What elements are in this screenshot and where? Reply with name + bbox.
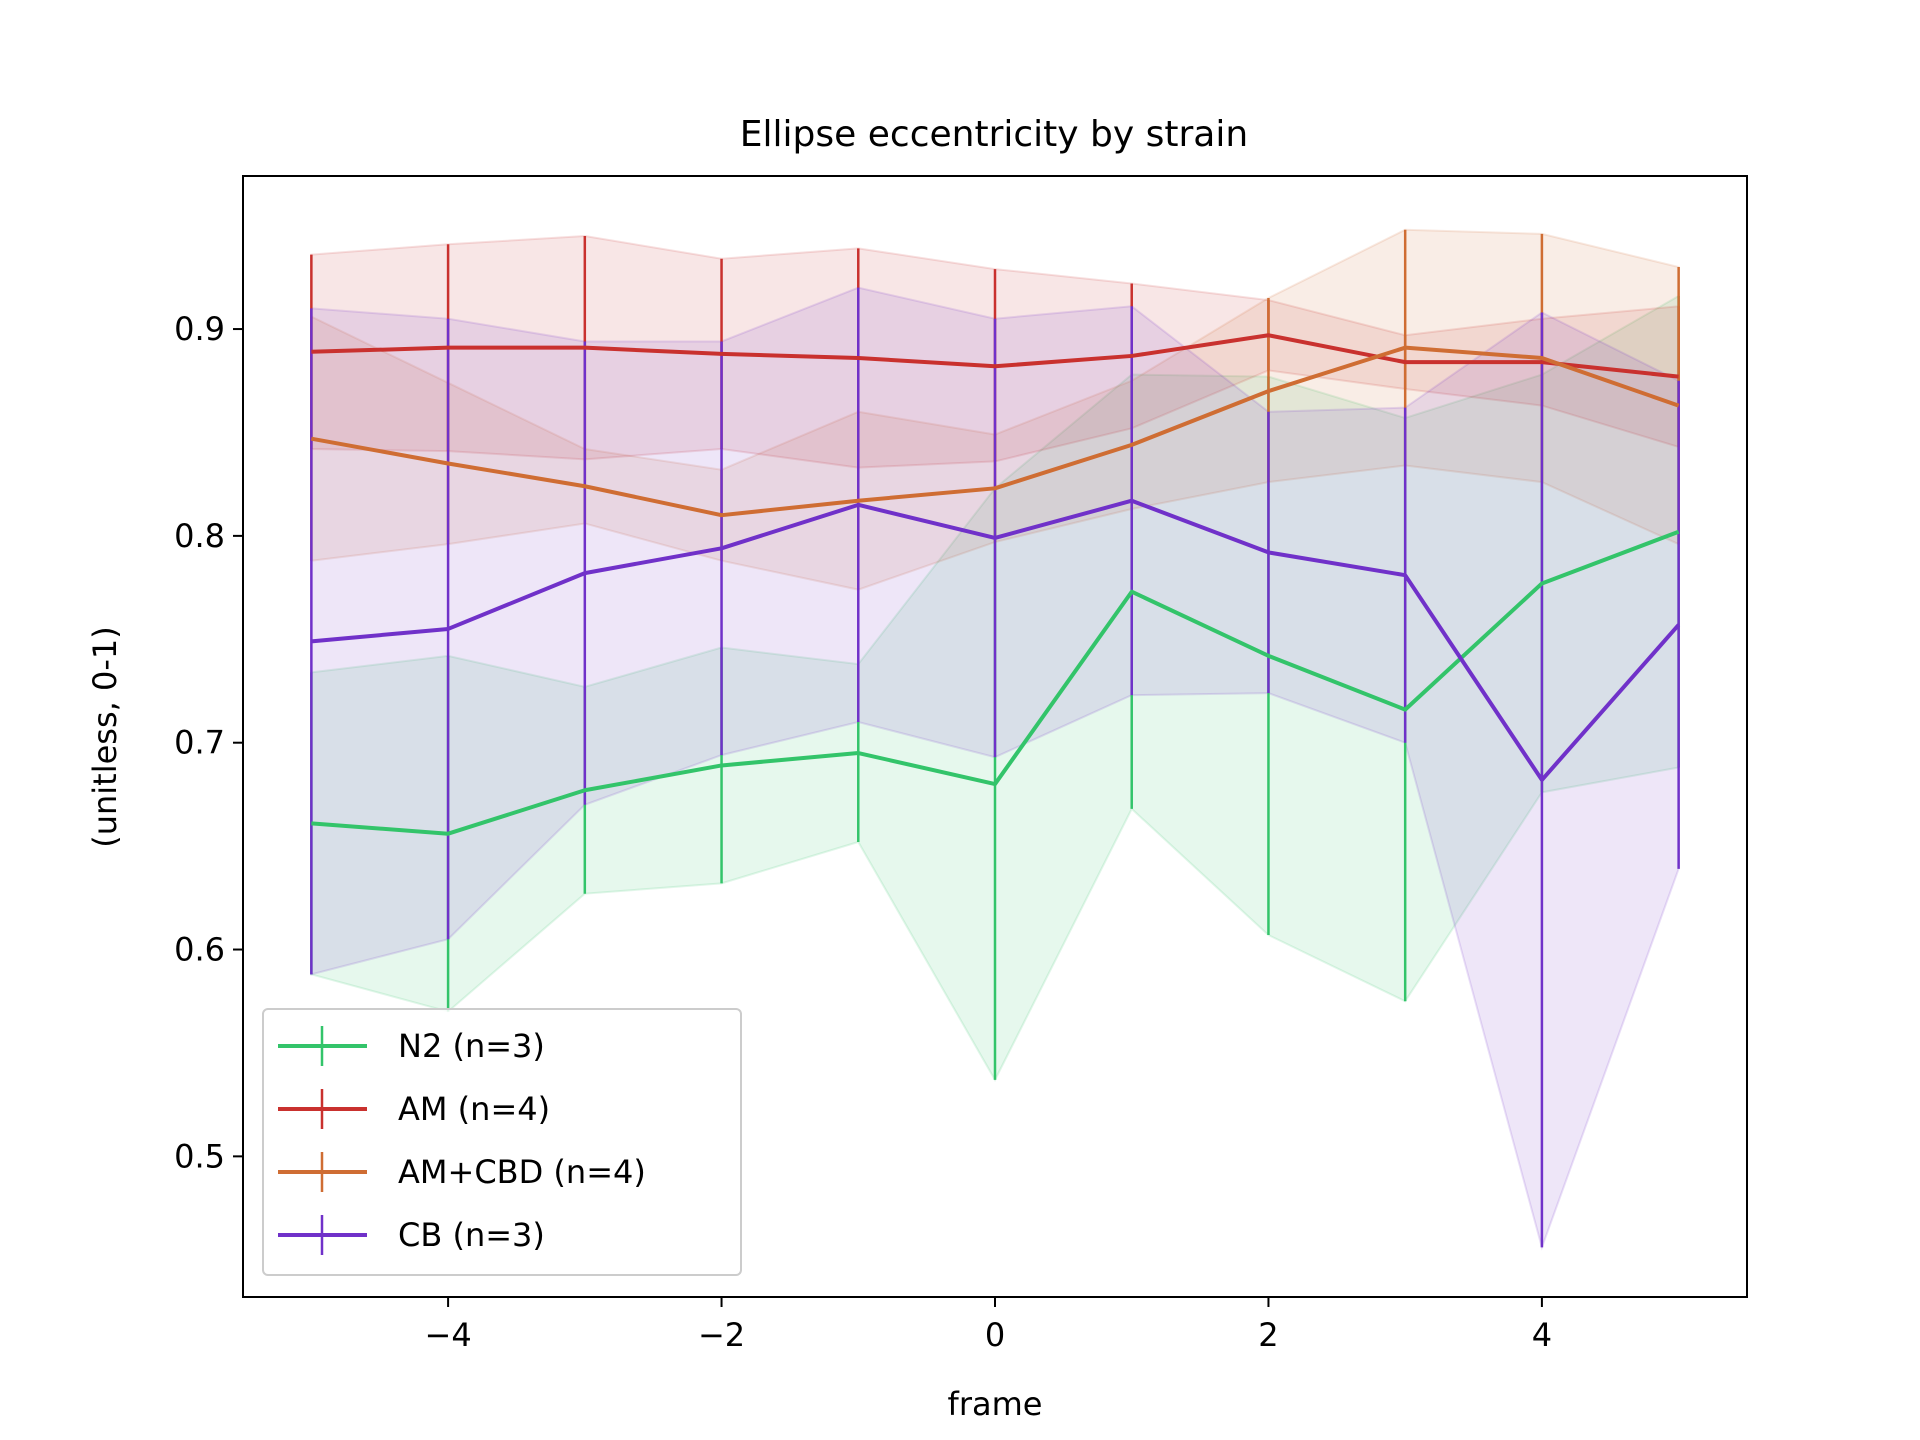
- x-tick-label: 4: [1532, 1316, 1552, 1354]
- legend-box: [262, 1008, 742, 1276]
- x-axis: −4 −2 0 2 4: [425, 1297, 1552, 1354]
- y-axis-label: (unitless, 0-1): [86, 626, 124, 848]
- y-tick-label: 0.5: [174, 1137, 225, 1175]
- y-tick-label: 0.7: [174, 724, 225, 762]
- legend-item-n2: N2 (n=3): [278, 1026, 545, 1066]
- chart-title: Ellipse eccentricity by strain: [740, 114, 1248, 155]
- series-line-n2: [311, 529, 1680, 836]
- legend: N2 (n=3) AM (n=4) AM+CBD (n=4) CB (n=3): [262, 1008, 742, 1276]
- legend-label: CB (n=3): [398, 1216, 545, 1254]
- legend-item-cb: CB (n=3): [278, 1215, 545, 1255]
- x-tick-label: −4: [425, 1316, 472, 1354]
- legend-item-am: AM (n=4): [278, 1089, 550, 1129]
- x-tick-label: 2: [1258, 1316, 1278, 1354]
- legend-label: AM (n=4): [398, 1090, 550, 1128]
- x-axis-label: frame: [948, 1385, 1043, 1423]
- y-tick-label: 0.8: [174, 517, 225, 555]
- legend-label: N2 (n=3): [398, 1027, 545, 1065]
- x-tick-label: −2: [698, 1316, 745, 1354]
- legend-label: AM+CBD (n=4): [398, 1153, 646, 1191]
- series-line-cb: [311, 498, 1681, 782]
- y-tick-label: 0.9: [174, 310, 225, 348]
- y-axis: 0.5 0.6 0.7 0.8 0.9: [174, 310, 243, 1175]
- series-lines: [311, 333, 1681, 836]
- series-line-am: [311, 333, 1679, 379]
- legend-item-am-cbd: AM+CBD (n=4): [278, 1152, 646, 1192]
- y-tick-label: 0.6: [174, 931, 225, 969]
- series-line-am-cbd: [311, 345, 1680, 518]
- x-tick-label: 0: [985, 1316, 1005, 1354]
